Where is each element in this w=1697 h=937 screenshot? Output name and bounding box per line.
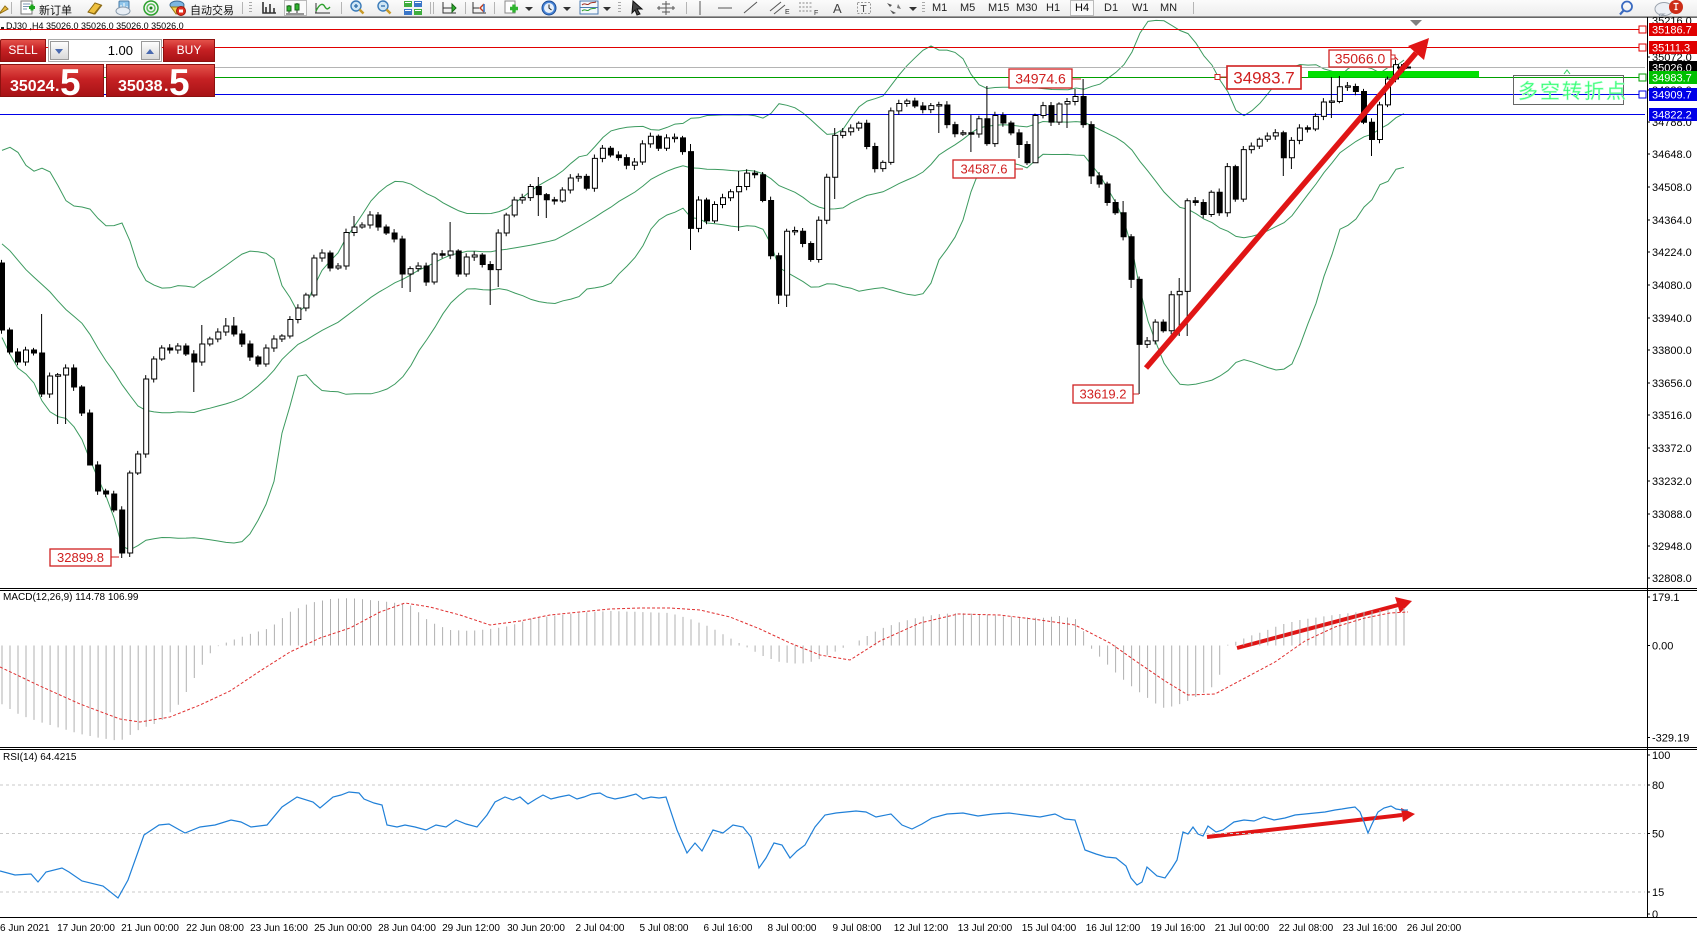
svg-text:25 Jun 00:00: 25 Jun 00:00 <box>314 923 372 934</box>
svg-text:34587.6: 34587.6 <box>961 162 1008 177</box>
svg-text:12 Jul 12:00: 12 Jul 12:00 <box>894 923 949 934</box>
svg-text:17 Jun 20:00: 17 Jun 20:00 <box>57 923 115 934</box>
svg-text:30 Jun 20:00: 30 Jun 20:00 <box>507 923 565 934</box>
svg-text:32899.8: 32899.8 <box>57 550 104 565</box>
svg-text:179.1: 179.1 <box>1652 592 1680 604</box>
svg-text:33372.0: 33372.0 <box>1652 443 1692 455</box>
svg-text:34974.6: 34974.6 <box>1015 71 1066 87</box>
svg-text:33656.0: 33656.0 <box>1652 378 1692 390</box>
svg-text:RSI(14) 64.4215: RSI(14) 64.4215 <box>3 752 77 763</box>
svg-text:21 Jul 00:00: 21 Jul 00:00 <box>1215 923 1270 934</box>
svg-text:28 Jun 04:00: 28 Jun 04:00 <box>378 923 436 934</box>
svg-text:DJ30 ,H4 35026.0 35026.0 3502: DJ30 ,H4 35026.0 35026.0 35026.0 35026.0 <box>6 21 184 31</box>
svg-text:9 Jul 08:00: 9 Jul 08:00 <box>833 923 882 934</box>
svg-text:15 Jul 04:00: 15 Jul 04:00 <box>1022 923 1077 934</box>
svg-text:21 Jun 00:00: 21 Jun 00:00 <box>121 923 179 934</box>
svg-text:80: 80 <box>1652 780 1664 792</box>
svg-text:2 Jul 04:00: 2 Jul 04:00 <box>576 923 625 934</box>
svg-text:35216.0: 35216.0 <box>1652 17 1692 28</box>
svg-text:34508.0: 34508.0 <box>1652 182 1692 194</box>
svg-text:33940.0: 33940.0 <box>1652 313 1692 325</box>
svg-text:5 Jul 08:00: 5 Jul 08:00 <box>640 923 689 934</box>
svg-text:22 Jul 08:00: 22 Jul 08:00 <box>1279 923 1334 934</box>
svg-text:16 Jul 12:00: 16 Jul 12:00 <box>1086 923 1141 934</box>
svg-text:E: E <box>785 9 790 16</box>
svg-text:50: 50 <box>1652 829 1664 841</box>
svg-text:33619.2: 33619.2 <box>1080 387 1127 402</box>
svg-text:23 Jun 16:00: 23 Jun 16:00 <box>250 923 308 934</box>
svg-text:33516.0: 33516.0 <box>1652 410 1692 422</box>
svg-text:33800.0: 33800.0 <box>1652 345 1692 357</box>
svg-text:0: 0 <box>1652 909 1658 921</box>
svg-text:6 Jul 16:00: 6 Jul 16:00 <box>704 923 753 934</box>
svg-text:15: 15 <box>1652 887 1664 899</box>
svg-text:多空转折点: 多空转折点 <box>1518 80 1628 103</box>
svg-text:MACD(12,26,9) 114.78 106.99: MACD(12,26,9) 114.78 106.99 <box>3 592 139 603</box>
svg-text:34822.2: 34822.2 <box>1652 110 1692 122</box>
svg-text:34080.0: 34080.0 <box>1652 280 1692 292</box>
svg-text:A: A <box>833 1 842 16</box>
svg-text:26 Jul 20:00: 26 Jul 20:00 <box>1407 923 1462 934</box>
svg-text:34364.0: 34364.0 <box>1652 215 1692 227</box>
svg-text:34983.7: 34983.7 <box>1233 69 1294 88</box>
svg-text:16 Jun 2021: 16 Jun 2021 <box>0 923 50 934</box>
svg-text:23 Jul 16:00: 23 Jul 16:00 <box>1343 923 1398 934</box>
svg-text:F: F <box>814 10 818 16</box>
svg-text:34983.7: 34983.7 <box>1652 73 1692 85</box>
svg-text:22 Jun 08:00: 22 Jun 08:00 <box>186 923 244 934</box>
svg-text:19 Jul 16:00: 19 Jul 16:00 <box>1151 923 1206 934</box>
svg-text:34224.0: 34224.0 <box>1652 247 1692 259</box>
svg-text:13 Jul 20:00: 13 Jul 20:00 <box>958 923 1013 934</box>
svg-text:-329.19: -329.19 <box>1652 733 1689 745</box>
svg-text:0.00: 0.00 <box>1652 641 1673 653</box>
svg-text:34909.7: 34909.7 <box>1652 90 1692 102</box>
svg-text:33232.0: 33232.0 <box>1652 476 1692 488</box>
svg-text:32808.0: 32808.0 <box>1652 573 1692 585</box>
svg-text:35186.7: 35186.7 <box>1652 25 1692 37</box>
svg-text:35111.3: 35111.3 <box>1652 43 1690 55</box>
svg-text:8 Jul 00:00: 8 Jul 00:00 <box>768 923 817 934</box>
svg-text:34648.0: 34648.0 <box>1652 149 1692 161</box>
svg-text:100: 100 <box>1652 750 1670 762</box>
svg-text:29 Jun 12:00: 29 Jun 12:00 <box>442 923 500 934</box>
svg-text:T: T <box>861 4 867 15</box>
svg-text:33088.0: 33088.0 <box>1652 509 1692 521</box>
svg-text:35066.0: 35066.0 <box>1335 51 1386 67</box>
svg-text:32948.0: 32948.0 <box>1652 541 1692 553</box>
